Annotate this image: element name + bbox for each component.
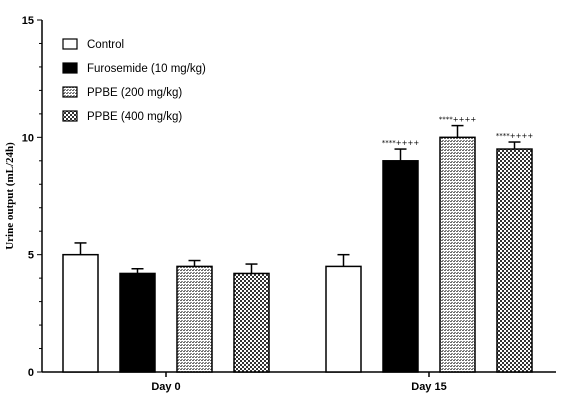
legend: Control Furosemide (10 mg/kg) PPBE (200 mg… [62,38,206,123]
bar [439,136,476,373]
significance-label: ****++++ [382,139,420,147]
legend-label: Furosemide (10 mg/kg) [87,63,206,75]
x-tick-label: Day 15 [411,381,446,393]
legend-swatch [62,110,78,122]
y-tick-label: 5 [28,250,34,262]
significance-label: ****++++ [439,116,477,124]
legend-swatch [62,38,78,50]
bars: Day 0 ****++++ ****++++ ****++++ Day 15 [62,116,534,393]
y-tick-label: 0 [28,367,34,379]
legend-label: PPBE (400 mg/kg) [87,111,182,123]
significance-label: ****++++ [496,132,534,140]
legend-label: PPBE (200 mg/kg) [87,87,182,99]
x-tick-label: Day 0 [151,381,180,393]
y-tick-label: 15 [22,15,34,27]
bar [119,272,156,373]
legend-swatch [62,62,78,74]
legend-swatch [62,86,78,98]
bar [496,148,533,373]
y-tick-label: 10 [22,132,34,144]
bar [325,265,362,373]
bar [382,160,419,373]
legend-label: Control [87,39,124,51]
bar [176,265,213,373]
bar [62,253,99,373]
bar [233,272,270,373]
y-axis-label: Urine output (mL/24h) [4,142,16,250]
